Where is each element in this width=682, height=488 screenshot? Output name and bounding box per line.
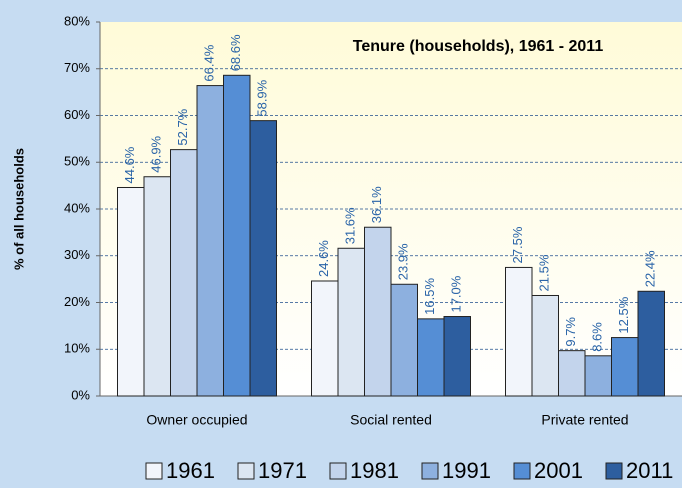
legend-label: 1981	[350, 458, 399, 483]
bar	[170, 149, 198, 397]
legend-swatch	[237, 462, 255, 480]
value-label: 31.6%	[343, 207, 358, 244]
legend-label: 2001	[534, 458, 583, 483]
bar	[311, 280, 339, 397]
legend-swatch	[605, 462, 623, 480]
bar	[390, 283, 418, 397]
y-tick-label: 0%	[71, 387, 90, 402]
value-label: 24.6%	[316, 240, 331, 277]
y-tick-label: 30%	[64, 247, 90, 262]
value-label: 52.7%	[175, 108, 190, 145]
legend-label: 1971	[258, 458, 307, 483]
bar	[637, 290, 665, 397]
value-label: 9.7%	[563, 317, 578, 347]
chart-title: Tenure (households), 1961 - 2011	[353, 38, 604, 55]
bar	[505, 266, 533, 397]
bar	[611, 337, 639, 397]
value-label: 22.4%	[643, 250, 658, 287]
value-label: 16.5%	[422, 278, 437, 315]
x-tick-label: Owner occupied	[146, 412, 247, 428]
y-tick-label: 10%	[64, 341, 90, 356]
y-tick-label: 50%	[64, 154, 90, 169]
x-tick-label: Private rented	[541, 412, 628, 428]
bar	[196, 85, 224, 397]
value-label: 58.9%	[255, 79, 270, 116]
legend-swatch	[145, 462, 163, 480]
value-label: 36.1%	[369, 186, 384, 223]
y-tick-label: 70%	[64, 60, 90, 75]
bar	[143, 176, 171, 397]
legend-swatch	[421, 462, 439, 480]
value-label: 66.4%	[202, 44, 217, 81]
value-label: 21.5%	[537, 254, 552, 291]
y-tick-label: 20%	[64, 294, 90, 309]
value-label: 17.0%	[449, 275, 464, 312]
value-label: 46.9%	[149, 135, 164, 172]
bar	[223, 74, 251, 397]
bar	[249, 120, 277, 397]
y-axis-label: % of all households	[11, 148, 26, 270]
bar	[558, 350, 586, 397]
y-tick-label: 80%	[64, 13, 90, 28]
legend-swatch	[513, 462, 531, 480]
value-label: 27.5%	[510, 226, 525, 263]
bar	[364, 226, 392, 397]
bar	[337, 247, 365, 397]
bar	[417, 318, 445, 397]
bar	[584, 355, 612, 397]
y-tick-label: 60%	[64, 107, 90, 122]
value-label: 12.5%	[616, 296, 631, 333]
x-tick-label: Social rented	[350, 412, 432, 428]
y-tick-label: 40%	[64, 200, 90, 215]
legend-swatch	[329, 462, 347, 480]
legend-label: 1991	[442, 458, 491, 483]
bar	[531, 294, 559, 397]
legend-label: 1961	[166, 458, 215, 483]
value-label: 44.6%	[122, 146, 137, 183]
value-label: 68.6%	[228, 34, 243, 71]
value-label: 23.9%	[396, 243, 411, 280]
value-label: 8.6%	[590, 322, 605, 352]
bar	[443, 316, 471, 397]
bar	[117, 186, 145, 397]
legend-label: 2011	[626, 458, 673, 483]
